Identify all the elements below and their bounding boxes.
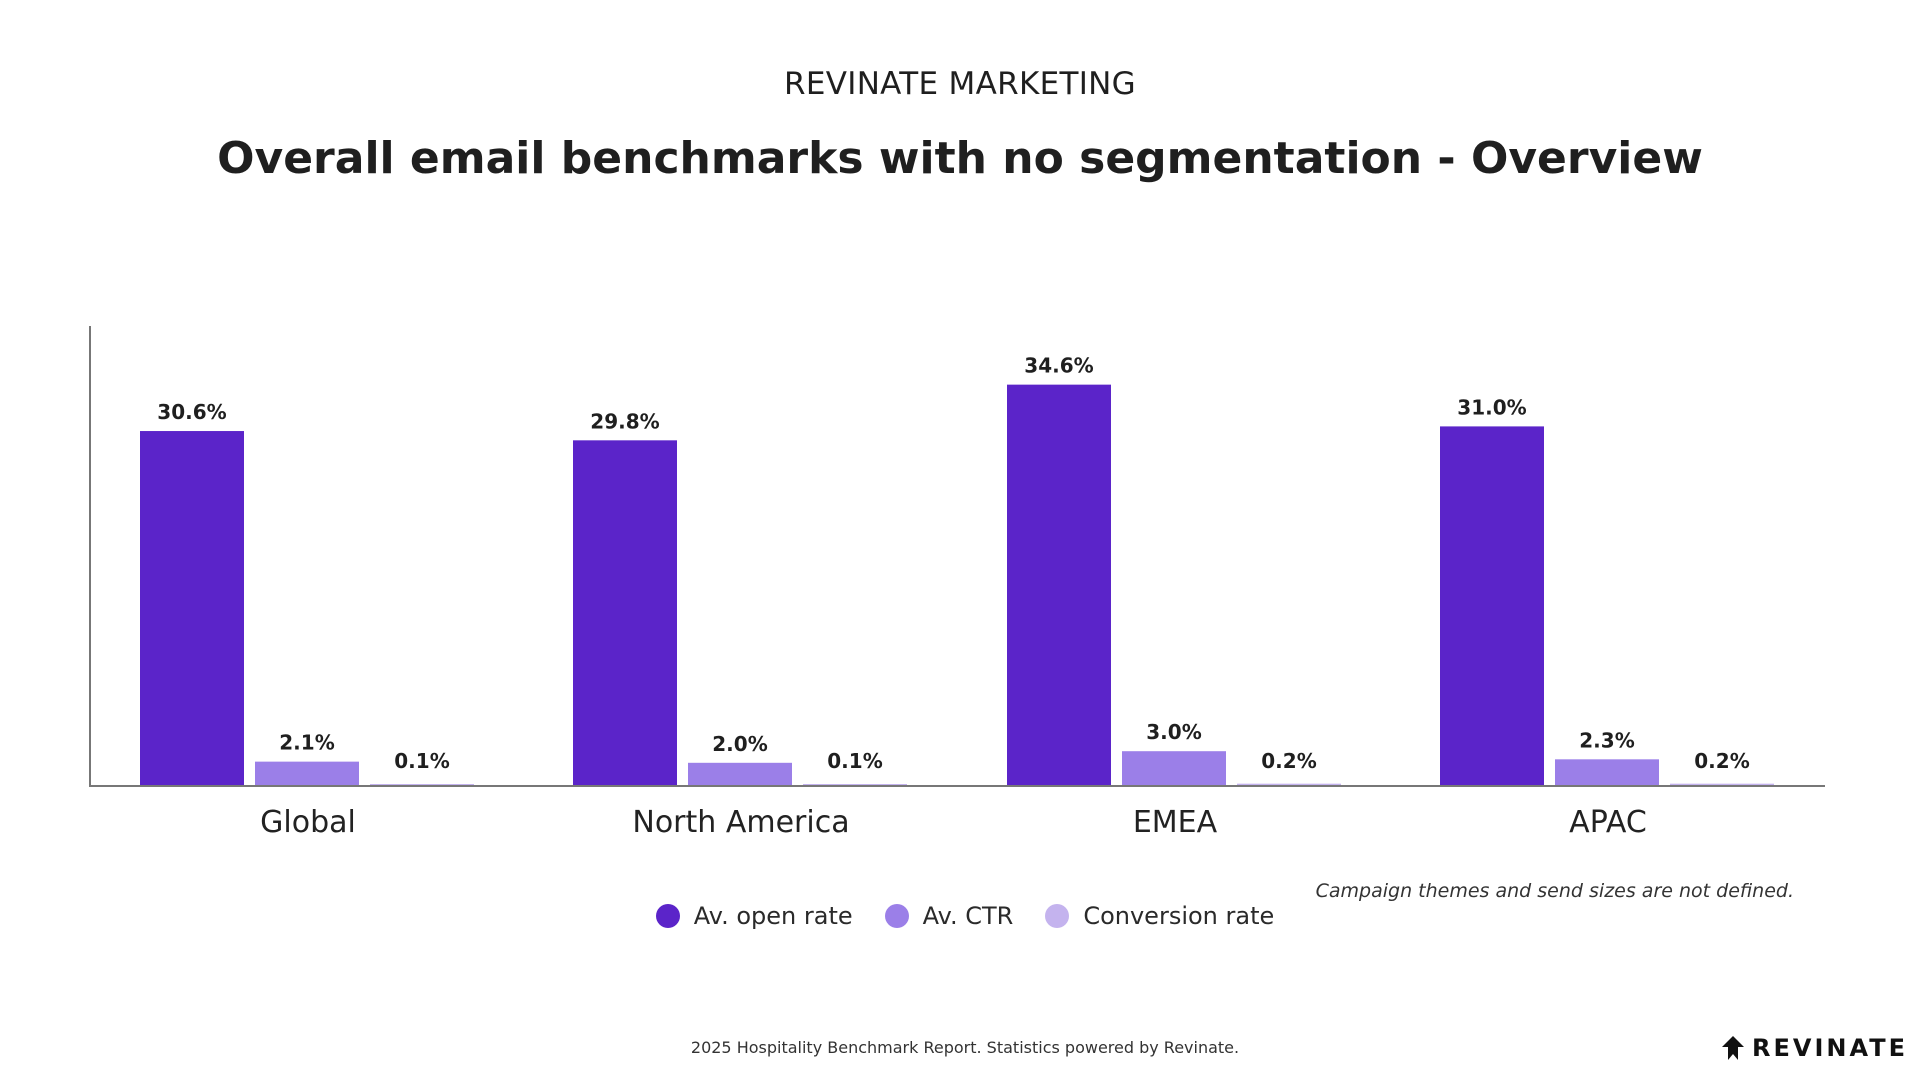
revinate-logo-icon: [1722, 1036, 1745, 1060]
report-kicker: REVINATE MARKETING: [784, 66, 1136, 102]
legend-label-ctr: Av. CTR: [922, 902, 1014, 930]
legend-swatch-open-rate: [655, 904, 680, 928]
data-label-av-open-rate-emea: 34.6%: [1024, 354, 1093, 378]
data-label-av-open-rate-global: 30.6%: [157, 400, 226, 424]
bar-conversion-rate-emea: [1237, 783, 1341, 786]
bar-av-ctr-emea: [1122, 751, 1226, 786]
legend-label-open-rate: Av. open rate: [693, 902, 853, 930]
chart-footnote: Campaign themes and send sizes are not d…: [1315, 880, 1794, 902]
x-tick-label-north-america: North America: [632, 805, 849, 840]
data-label-av-ctr-global: 2.1%: [279, 731, 334, 755]
data-label-conversion-rate-apac: 0.2%: [1694, 749, 1749, 773]
legend-item-open-rate: Av. open rate: [655, 902, 853, 930]
data-label-av-open-rate-apac: 31.0%: [1457, 395, 1526, 419]
bar-av-open-rate-north-america: [573, 440, 677, 786]
data-label-conversion-rate-emea: 0.2%: [1261, 749, 1316, 773]
data-label-conversion-rate-north-america: 0.1%: [827, 749, 882, 773]
bar-av-ctr-north-america: [688, 762, 792, 786]
logo-wordmark: REVINATE: [1752, 1034, 1908, 1062]
legend-item-conversion-rate: Conversion rate: [1045, 902, 1274, 930]
data-label-av-open-rate-north-america: 29.8%: [590, 409, 659, 433]
x-tick-label-apac: APAC: [1569, 805, 1647, 840]
chart-legend: Av. open rate Av. CTR Conversion rate: [0, 902, 1920, 930]
data-label-conversion-rate-global: 0.1%: [394, 749, 449, 773]
revinate-logo: REVINATE: [1722, 1034, 1908, 1062]
legend-swatch-ctr: [884, 904, 909, 928]
bar-av-open-rate-apac: [1440, 426, 1544, 786]
bar-av-ctr-global: [255, 761, 359, 786]
bar-av-open-rate-emea: [1007, 384, 1111, 786]
bar-conversion-rate-apac: [1670, 783, 1774, 786]
chart-title: Overall email benchmarks with no segment…: [217, 133, 1703, 184]
legend-label-conversion-rate: Conversion rate: [1083, 902, 1275, 930]
data-label-av-ctr-emea: 3.0%: [1146, 720, 1201, 744]
data-label-av-ctr-north-america: 2.0%: [712, 732, 767, 756]
legend-item-ctr: Av. CTR: [884, 902, 1014, 930]
legend-swatch-conversion-rate: [1045, 904, 1070, 928]
x-tick-label-emea: EMEA: [1133, 805, 1218, 840]
bar-av-ctr-apac: [1555, 759, 1659, 786]
data-label-av-ctr-apac: 2.3%: [1579, 728, 1634, 752]
x-tick-label-global: Global: [260, 805, 356, 840]
page-footer: 2025 Hospitality Benchmark Report. Stati…: [690, 1038, 1240, 1057]
bar-av-open-rate-global: [140, 431, 244, 786]
